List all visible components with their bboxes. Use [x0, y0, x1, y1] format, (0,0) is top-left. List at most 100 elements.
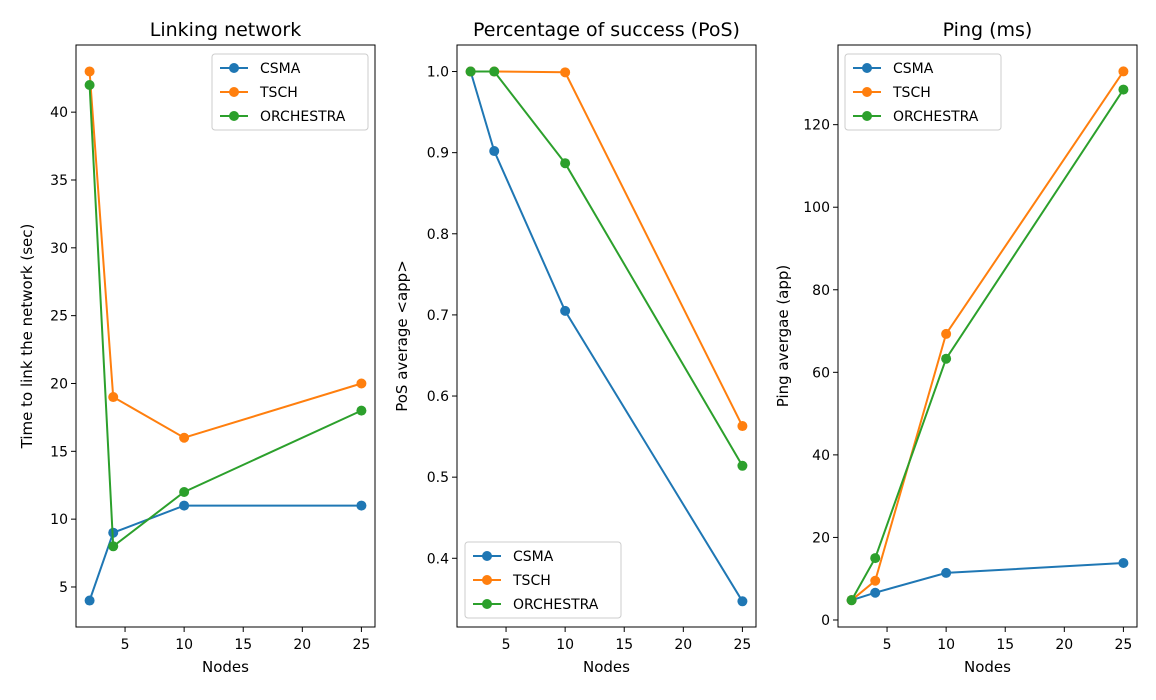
data-point-tsch [941, 328, 952, 339]
x-tick-label: 25 [1114, 637, 1132, 653]
legend-marker-orchestra [482, 599, 492, 609]
data-point-csma [737, 596, 748, 607]
y-axis-label: Ping avergae (app) [774, 265, 792, 408]
data-point-orchestra [356, 405, 367, 416]
legend-label-orchestra: ORCHESTRA [260, 109, 346, 125]
series-line-csma [851, 562, 1124, 602]
x-tick-label: 15 [615, 637, 633, 653]
chart-2: Percentage of success (PoS) 5 10 15 20 25 0.4 0… [393, 19, 757, 676]
legend-label-csma: CSMA [893, 61, 934, 77]
data-point-tsch [84, 66, 95, 77]
series-line-csma [88, 504, 362, 601]
legend: CSMA TSCH ORCHESTRA [464, 541, 622, 619]
data-point-tsch [356, 378, 367, 389]
legend-label-orchestra: ORCHESTRA [513, 597, 599, 613]
y-tick-label: 0.5 [427, 470, 449, 486]
y-tick-label: 40 [812, 448, 830, 464]
x-axis-label: Nodes [202, 658, 249, 676]
legend: CSMA TSCH ORCHESTRA [844, 53, 1002, 131]
x-tick-label: 10 [175, 637, 193, 653]
y-tick-label: 0.4 [427, 551, 449, 567]
legend-marker-csma [862, 63, 872, 73]
data-point-orchestra [870, 553, 881, 564]
data-point-csma [1118, 558, 1129, 569]
y-tick-label: 15 [50, 444, 68, 460]
x-tick-label: 5 [502, 637, 511, 653]
x-axis-label: Nodes [964, 658, 1011, 676]
y-tick-label: 25 [50, 309, 68, 325]
y-tick-label: 20 [50, 376, 68, 392]
data-point-tsch [870, 575, 881, 586]
x-tick-label: 15 [234, 637, 252, 653]
y-tick-label: 30 [50, 241, 68, 257]
legend: CSMA TSCH ORCHESTRA [211, 53, 369, 131]
x-axis-label: Nodes [583, 658, 630, 676]
x-tick-label: 20 [674, 637, 692, 653]
legend-marker-orchestra [229, 111, 239, 121]
series-line-csma [469, 71, 744, 602]
x-tick-label: 25 [733, 637, 751, 653]
data-point-csma [84, 595, 95, 606]
chart-title: Ping (ms) [943, 19, 1033, 41]
y-tick-label: 80 [812, 283, 830, 299]
data-point-csma [356, 500, 367, 511]
plot-frame [75, 44, 376, 628]
plot-frame [456, 44, 757, 628]
data-point-orchestra [489, 66, 500, 77]
legend-marker-tsch [229, 87, 239, 97]
y-tick-label: 120 [803, 118, 830, 134]
legend-box [464, 541, 622, 619]
y-axis-label: Time to link the network (sec) [18, 224, 36, 450]
series-line-orchestra [470, 70, 744, 467]
data-point-orchestra [84, 80, 95, 91]
data-point-csma [179, 500, 190, 511]
legend-label-tsch: TSCH [512, 573, 551, 589]
data-point-orchestra [1118, 84, 1129, 95]
data-point-csma [560, 305, 571, 316]
y-tick-label: 20 [812, 530, 830, 546]
legend-label-tsch: TSCH [892, 85, 931, 101]
series-line-orchestra [88, 84, 362, 549]
legend-marker-csma [482, 551, 492, 561]
y-tick-label: 60 [812, 365, 830, 381]
y-tick-label: 0.6 [427, 389, 449, 405]
y-tick-label: 100 [803, 200, 830, 216]
legend-marker-orchestra [862, 111, 872, 121]
data-point-csma [870, 587, 881, 598]
plot-frame [837, 44, 1138, 628]
x-tick-label: 10 [937, 637, 955, 653]
chart-title: Linking network [150, 19, 302, 41]
series-line-tsch [88, 71, 362, 439]
legend-marker-tsch [482, 575, 492, 585]
x-tick-label: 20 [293, 637, 311, 653]
data-point-orchestra [465, 66, 476, 77]
data-point-orchestra [846, 595, 857, 606]
data-point-orchestra [737, 460, 748, 471]
y-tick-label: 0.9 [427, 146, 449, 162]
data-point-csma [489, 146, 500, 157]
legend-marker-csma [229, 63, 239, 73]
x-tick-label: 5 [121, 637, 130, 653]
data-point-tsch [737, 421, 748, 432]
legend-label-csma: CSMA [513, 549, 554, 565]
chart-1: Linking network 5 10 15 20 25 5 10 15 20 25 30 35 40 N… [18, 19, 376, 676]
x-tick-label: 10 [556, 637, 574, 653]
legend-box [211, 53, 369, 131]
y-tick-label: 5 [59, 580, 68, 596]
data-point-tsch [108, 392, 119, 403]
y-tick-label: 40 [50, 105, 68, 121]
y-tick-label: 0 [821, 613, 830, 629]
y-tick-label: 0.8 [427, 227, 449, 243]
legend-label-tsch: TSCH [259, 85, 298, 101]
y-tick-label: 1.0 [427, 65, 449, 81]
legend-marker-tsch [862, 87, 872, 97]
data-point-tsch [179, 432, 190, 443]
y-tick-label: 0.7 [427, 308, 449, 324]
x-tick-label: 20 [1055, 637, 1073, 653]
data-point-orchestra [941, 353, 952, 364]
series-line-tsch [470, 70, 744, 427]
data-point-orchestra [560, 158, 571, 169]
x-tick-label: 15 [996, 637, 1014, 653]
x-tick-label: 25 [352, 637, 370, 653]
